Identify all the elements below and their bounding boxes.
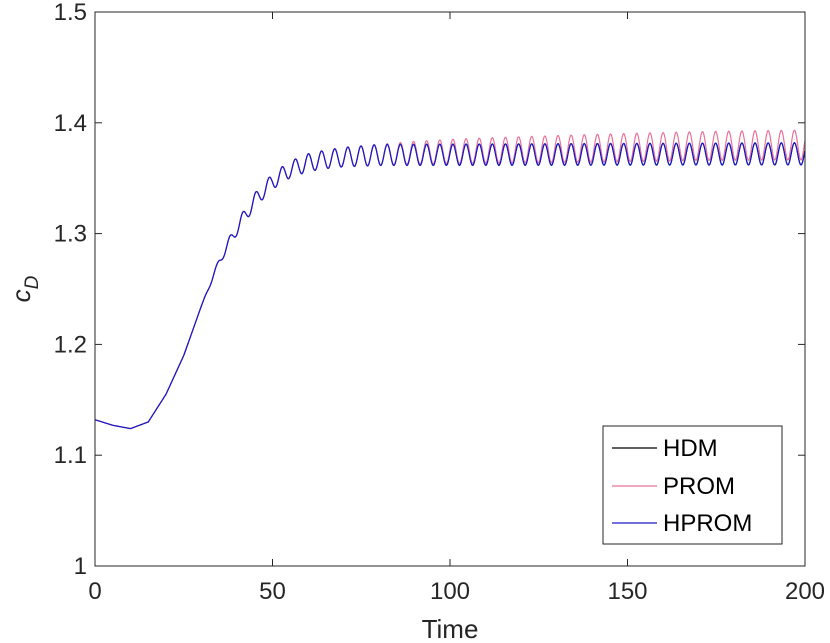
series-line-hprom	[94, 142, 806, 430]
y-tick-label: 1.3	[54, 221, 87, 248]
legend-label-hprom: HPROM	[663, 510, 752, 537]
legend-label-hdm: HDM	[663, 435, 718, 462]
x-tick-label: 100	[430, 578, 470, 605]
x-tick-label: 0	[88, 578, 101, 605]
y-tick-label: 1.4	[54, 110, 87, 137]
axis-ticks: 0 50 100 150 200 1 1.1 1.2 1.3 1.4 1.5	[54, 0, 825, 605]
y-axis-label: cD	[6, 275, 43, 302]
y-axis-label-main: c	[6, 289, 36, 302]
legend-label-prom: PROM	[663, 473, 735, 500]
y-tick-label: 1	[74, 553, 87, 580]
y-tick-label: 1.1	[54, 442, 87, 469]
y-tick-label: 1.5	[54, 0, 87, 26]
legend-box	[602, 425, 783, 545]
series-group	[94, 129, 806, 430]
x-axis-label: Time	[422, 614, 479, 643]
x-tick-label: 50	[259, 578, 286, 605]
legend: HDM PROM HPROM	[602, 425, 783, 545]
y-tick-label: 1.2	[54, 331, 87, 358]
x-tick-label: 200	[785, 578, 825, 605]
x-tick-label: 150	[607, 578, 647, 605]
y-axis-label-sub: D	[22, 275, 43, 289]
